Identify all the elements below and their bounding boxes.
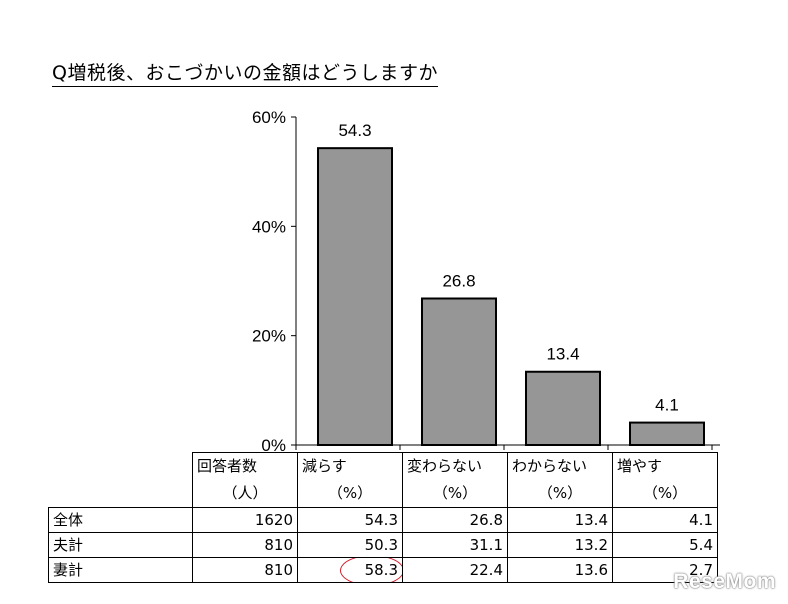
table-cell: 4.1 (612, 507, 718, 533)
unit-unknown: （%） (507, 480, 613, 508)
y-tick-label: 40% (252, 217, 286, 236)
chart-title: Q増税後、おこづかいの金額はどうしますか (52, 58, 438, 87)
bar (317, 147, 393, 446)
table-cell: 31.1 (402, 532, 508, 558)
table-cell: 5.4 (612, 532, 718, 558)
unit-unchanged: （%） (402, 480, 508, 508)
header-respondents: 回答者数 (192, 452, 298, 480)
table-cell-highlighted: 58.3 (297, 557, 403, 583)
header-decrease: 減らす (297, 452, 403, 480)
watermark-logo: ReseMom (673, 570, 776, 593)
data-label: 13.4 (546, 345, 579, 364)
table-cell: 810 (192, 532, 298, 558)
table-header-row: 回答者数 減らす 変わらない わからない 増やす (49, 452, 718, 481)
data-label: 54.3 (338, 121, 371, 140)
table-row: 妻計 810 58.3 22.4 13.6 2.7 (48, 557, 718, 583)
header-increase: 増やす (612, 452, 718, 480)
header-unknown: わからない (507, 452, 613, 480)
table-cell: 54.3 (297, 507, 403, 533)
row-label: 夫計 (48, 532, 193, 558)
table-unit-row: （人） （%） （%） （%） （%） (49, 480, 718, 508)
table-cell: 810 (192, 557, 298, 583)
table-row: 夫計 810 50.3 31.1 13.2 5.4 (48, 532, 718, 558)
table-row: 全体 1620 54.3 26.8 13.4 4.1 (48, 507, 718, 533)
data-label: 4.1 (655, 396, 679, 415)
highlight-circle (340, 558, 402, 582)
bar-chart: 0% 20% 40% 60% 54.3 26.8 13.4 4.1 (252, 108, 720, 452)
table-cell: 22.4 (402, 557, 508, 583)
table-corner (49, 453, 193, 481)
table-cell: 1620 (192, 507, 298, 533)
bar (421, 297, 497, 447)
row-label: 全体 (48, 507, 193, 533)
table-cell: 13.6 (507, 557, 613, 583)
y-tick-label: 20% (252, 327, 286, 346)
data-table: 回答者数 減らす 変わらない わからない 増やす （人） （%） （%） （%）… (48, 452, 718, 583)
data-label: 26.8 (442, 271, 475, 290)
table-cell: 26.8 (402, 507, 508, 533)
table-corner (49, 480, 193, 508)
unit-decrease: （%） (297, 480, 403, 508)
unit-increase: （%） (612, 480, 718, 508)
y-tick-label: 0% (261, 436, 286, 452)
header-unchanged: 変わらない (402, 452, 508, 480)
table-cell: 13.4 (507, 507, 613, 533)
row-label: 妻計 (48, 557, 193, 583)
bar (525, 370, 601, 447)
bar (629, 421, 705, 447)
table-cell: 2.7 (612, 557, 718, 583)
y-tick-label: 60% (252, 108, 286, 127)
table-cell: 50.3 (297, 532, 403, 558)
unit-respondents: （人） (192, 480, 298, 508)
table-cell: 13.2 (507, 532, 613, 558)
